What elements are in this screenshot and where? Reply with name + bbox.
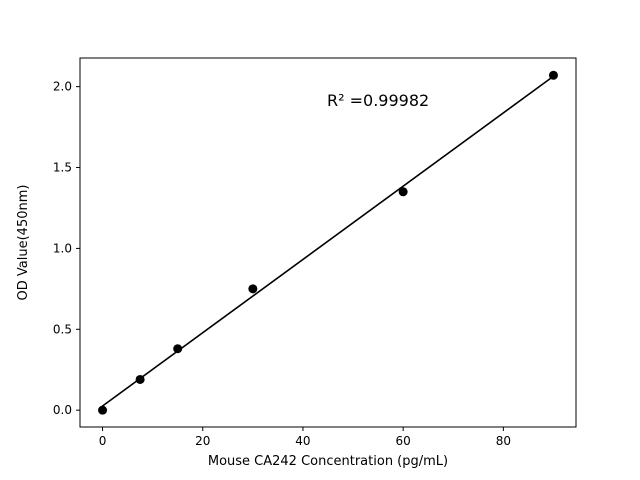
x-tick-label: 20 — [195, 434, 210, 448]
y-tick-label: 2.0 — [53, 80, 72, 94]
x-tick-label: 0 — [99, 434, 107, 448]
y-tick-label: 1.0 — [53, 241, 72, 255]
data-point — [248, 284, 258, 294]
y-tick-label: 1.5 — [53, 161, 72, 175]
y-axis-label: OD Value(450nm) — [16, 185, 31, 301]
data-point — [98, 405, 108, 415]
data-point — [548, 70, 558, 80]
r-squared-annotation: R² =0.99982 — [327, 91, 429, 110]
x-tick-label: 60 — [396, 434, 411, 448]
x-tick-label: 80 — [496, 434, 511, 448]
data-point — [135, 374, 145, 384]
x-tick-label: 40 — [295, 434, 310, 448]
data-point — [398, 187, 408, 197]
y-tick-label: 0.0 — [53, 403, 72, 417]
x-axis-label: Mouse CA242 Concentration (pg/mL) — [208, 454, 448, 469]
y-tick-label: 0.5 — [53, 322, 72, 336]
fit-line — [101, 75, 555, 407]
data-point — [173, 344, 183, 354]
plot-frame — [79, 57, 577, 428]
